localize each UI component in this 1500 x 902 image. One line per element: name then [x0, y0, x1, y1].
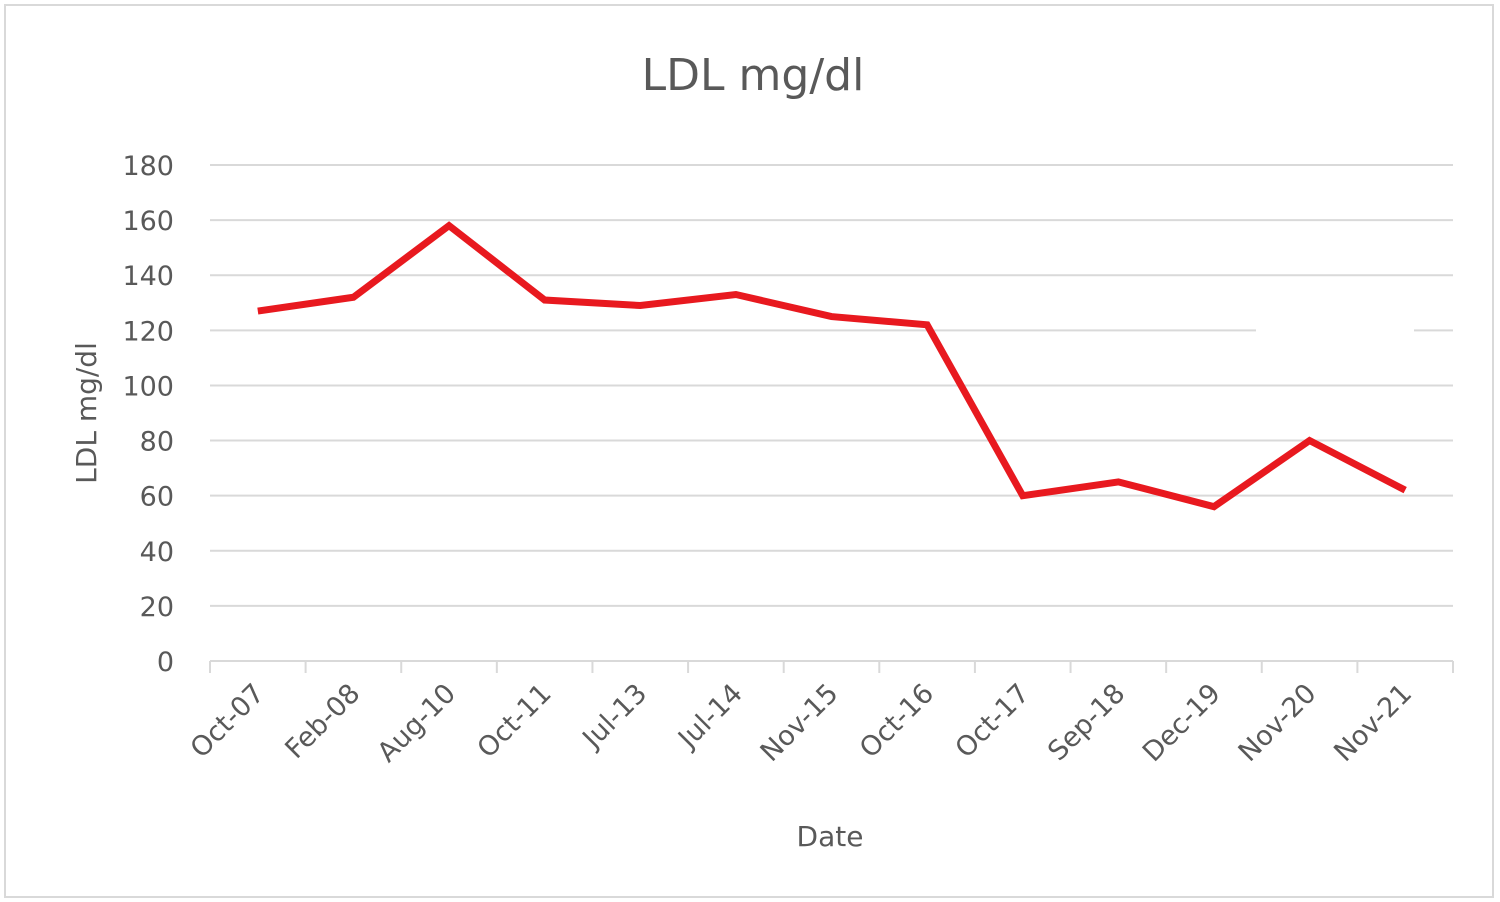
x-tick-label: Nov-21 [1328, 678, 1418, 768]
x-tick-label: Oct-17 [950, 678, 1036, 764]
y-tick-label: 140 [122, 261, 174, 292]
y-tick-label: 120 [122, 316, 174, 347]
x-tick-label: Jul-13 [576, 678, 654, 756]
x-tick-label: Nov-20 [1233, 678, 1323, 768]
chart-frame [4, 4, 1494, 898]
x-tick-label: Oct-07 [185, 678, 271, 764]
y-tick-label: 60 [140, 482, 174, 513]
y-tick-label: 0 [157, 647, 174, 678]
y-tick-label: 180 [122, 151, 174, 182]
series-line [257, 221, 1407, 511]
x-tick-label: Sep-18 [1042, 678, 1131, 767]
x-tick-label: Nov-15 [755, 678, 845, 768]
x-tick-label: Dec-19 [1137, 678, 1227, 768]
occluding-patch [1256, 300, 1414, 340]
x-tick-label: Oct-11 [471, 678, 557, 764]
y-tick-label: 40 [140, 537, 174, 568]
y-tick-label: 100 [122, 371, 174, 402]
y-tick-label: 80 [140, 427, 174, 458]
x-tick-label: Feb-08 [279, 678, 366, 765]
y-tick-label: 20 [140, 592, 174, 623]
y-axis-label: LDL mg/dl [70, 342, 103, 484]
x-tick-label: Aug-10 [372, 678, 462, 768]
x-tick-label: Jul-14 [671, 678, 749, 756]
x-tick-label: Oct-16 [854, 678, 940, 764]
chart-title: LDL mg/dl [642, 50, 865, 101]
y-tick-label: 160 [122, 206, 174, 237]
x-axis-label: Date [797, 820, 864, 853]
